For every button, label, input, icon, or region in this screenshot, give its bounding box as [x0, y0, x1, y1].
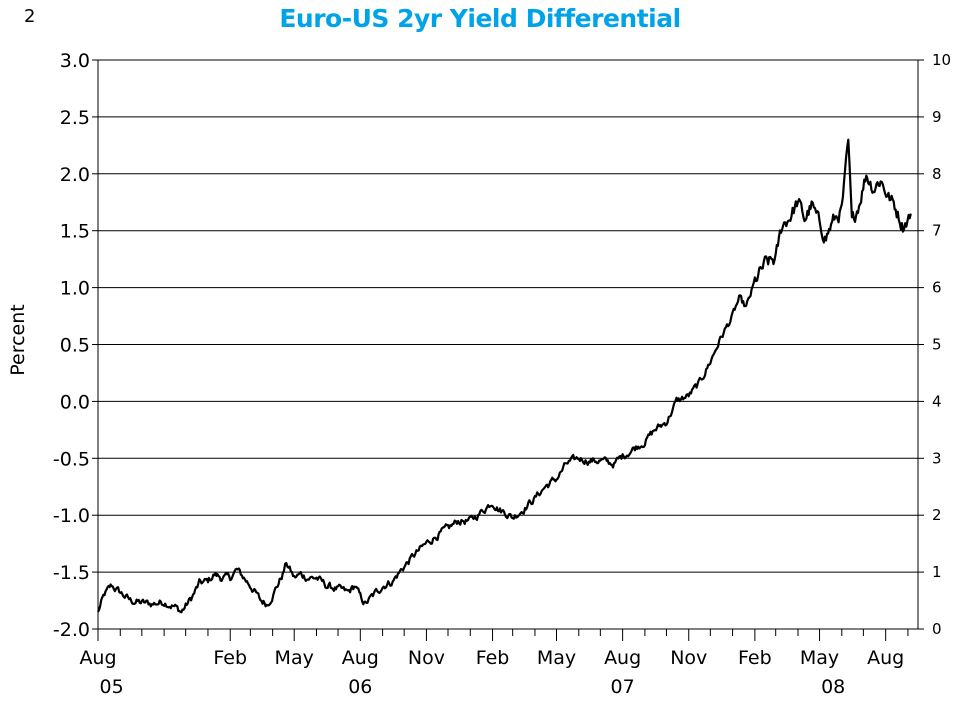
x-tick-label: Aug — [342, 647, 379, 669]
y-tick-label: 1.0 — [60, 278, 90, 300]
x-year-label: 06 — [348, 676, 372, 698]
chart-title: Euro-US 2yr Yield Differential — [279, 4, 681, 33]
y-tick-label: 1.5 — [60, 221, 90, 243]
page-number: 2 — [24, 6, 36, 27]
x-tick-label: May — [537, 647, 576, 669]
y2-tick-label: 5 — [932, 336, 942, 354]
x-tick-label: Feb — [213, 647, 247, 669]
y2-tick-label: 6 — [932, 279, 942, 297]
tick-marks — [92, 59, 924, 641]
y-tick-label: 0.5 — [60, 335, 90, 357]
y-tick-label: 2.0 — [60, 164, 90, 186]
x-tick-label: Aug — [604, 647, 641, 669]
y2-tick-label: 8 — [932, 165, 942, 183]
y-tick-label: 3.0 — [60, 50, 90, 72]
y2-tick-label: 3 — [932, 449, 942, 467]
y-tick-label: 0.0 — [60, 391, 90, 413]
x-tick-label: May — [275, 647, 314, 669]
y2-tick-label: 7 — [932, 222, 942, 240]
x-tick-label: May — [800, 647, 839, 669]
gridlines — [98, 59, 918, 630]
x-year-label: 08 — [821, 676, 845, 698]
tick-labels: 3.02.52.01.51.00.50.0-0.5-1.0-1.5-2.0109… — [53, 50, 951, 698]
y2-tick-label: 1 — [932, 563, 942, 581]
x-tick-label: Nov — [670, 647, 707, 669]
x-year-label: 05 — [100, 676, 124, 698]
y2-tick-label: 4 — [932, 392, 942, 410]
y2-tick-label: 9 — [932, 108, 942, 126]
y2-tick-label: 10 — [932, 51, 951, 69]
x-year-label: 07 — [611, 676, 635, 698]
y-tick-label: -1.5 — [53, 562, 90, 584]
x-tick-label: Aug — [79, 647, 116, 669]
y-tick-label: -0.5 — [53, 448, 90, 470]
x-tick-label: Aug — [867, 647, 904, 669]
x-tick-label: Nov — [408, 647, 445, 669]
y-tick-label: 2.5 — [60, 107, 90, 129]
series-line — [97, 138, 912, 614]
x-tick-label: Feb — [738, 647, 772, 669]
y2-tick-label: 0 — [932, 620, 942, 638]
y2-tick-label: 2 — [932, 506, 942, 524]
x-tick-label: Feb — [476, 647, 510, 669]
y-tick-label: -2.0 — [53, 619, 90, 641]
y-tick-label: -1.0 — [53, 505, 90, 527]
